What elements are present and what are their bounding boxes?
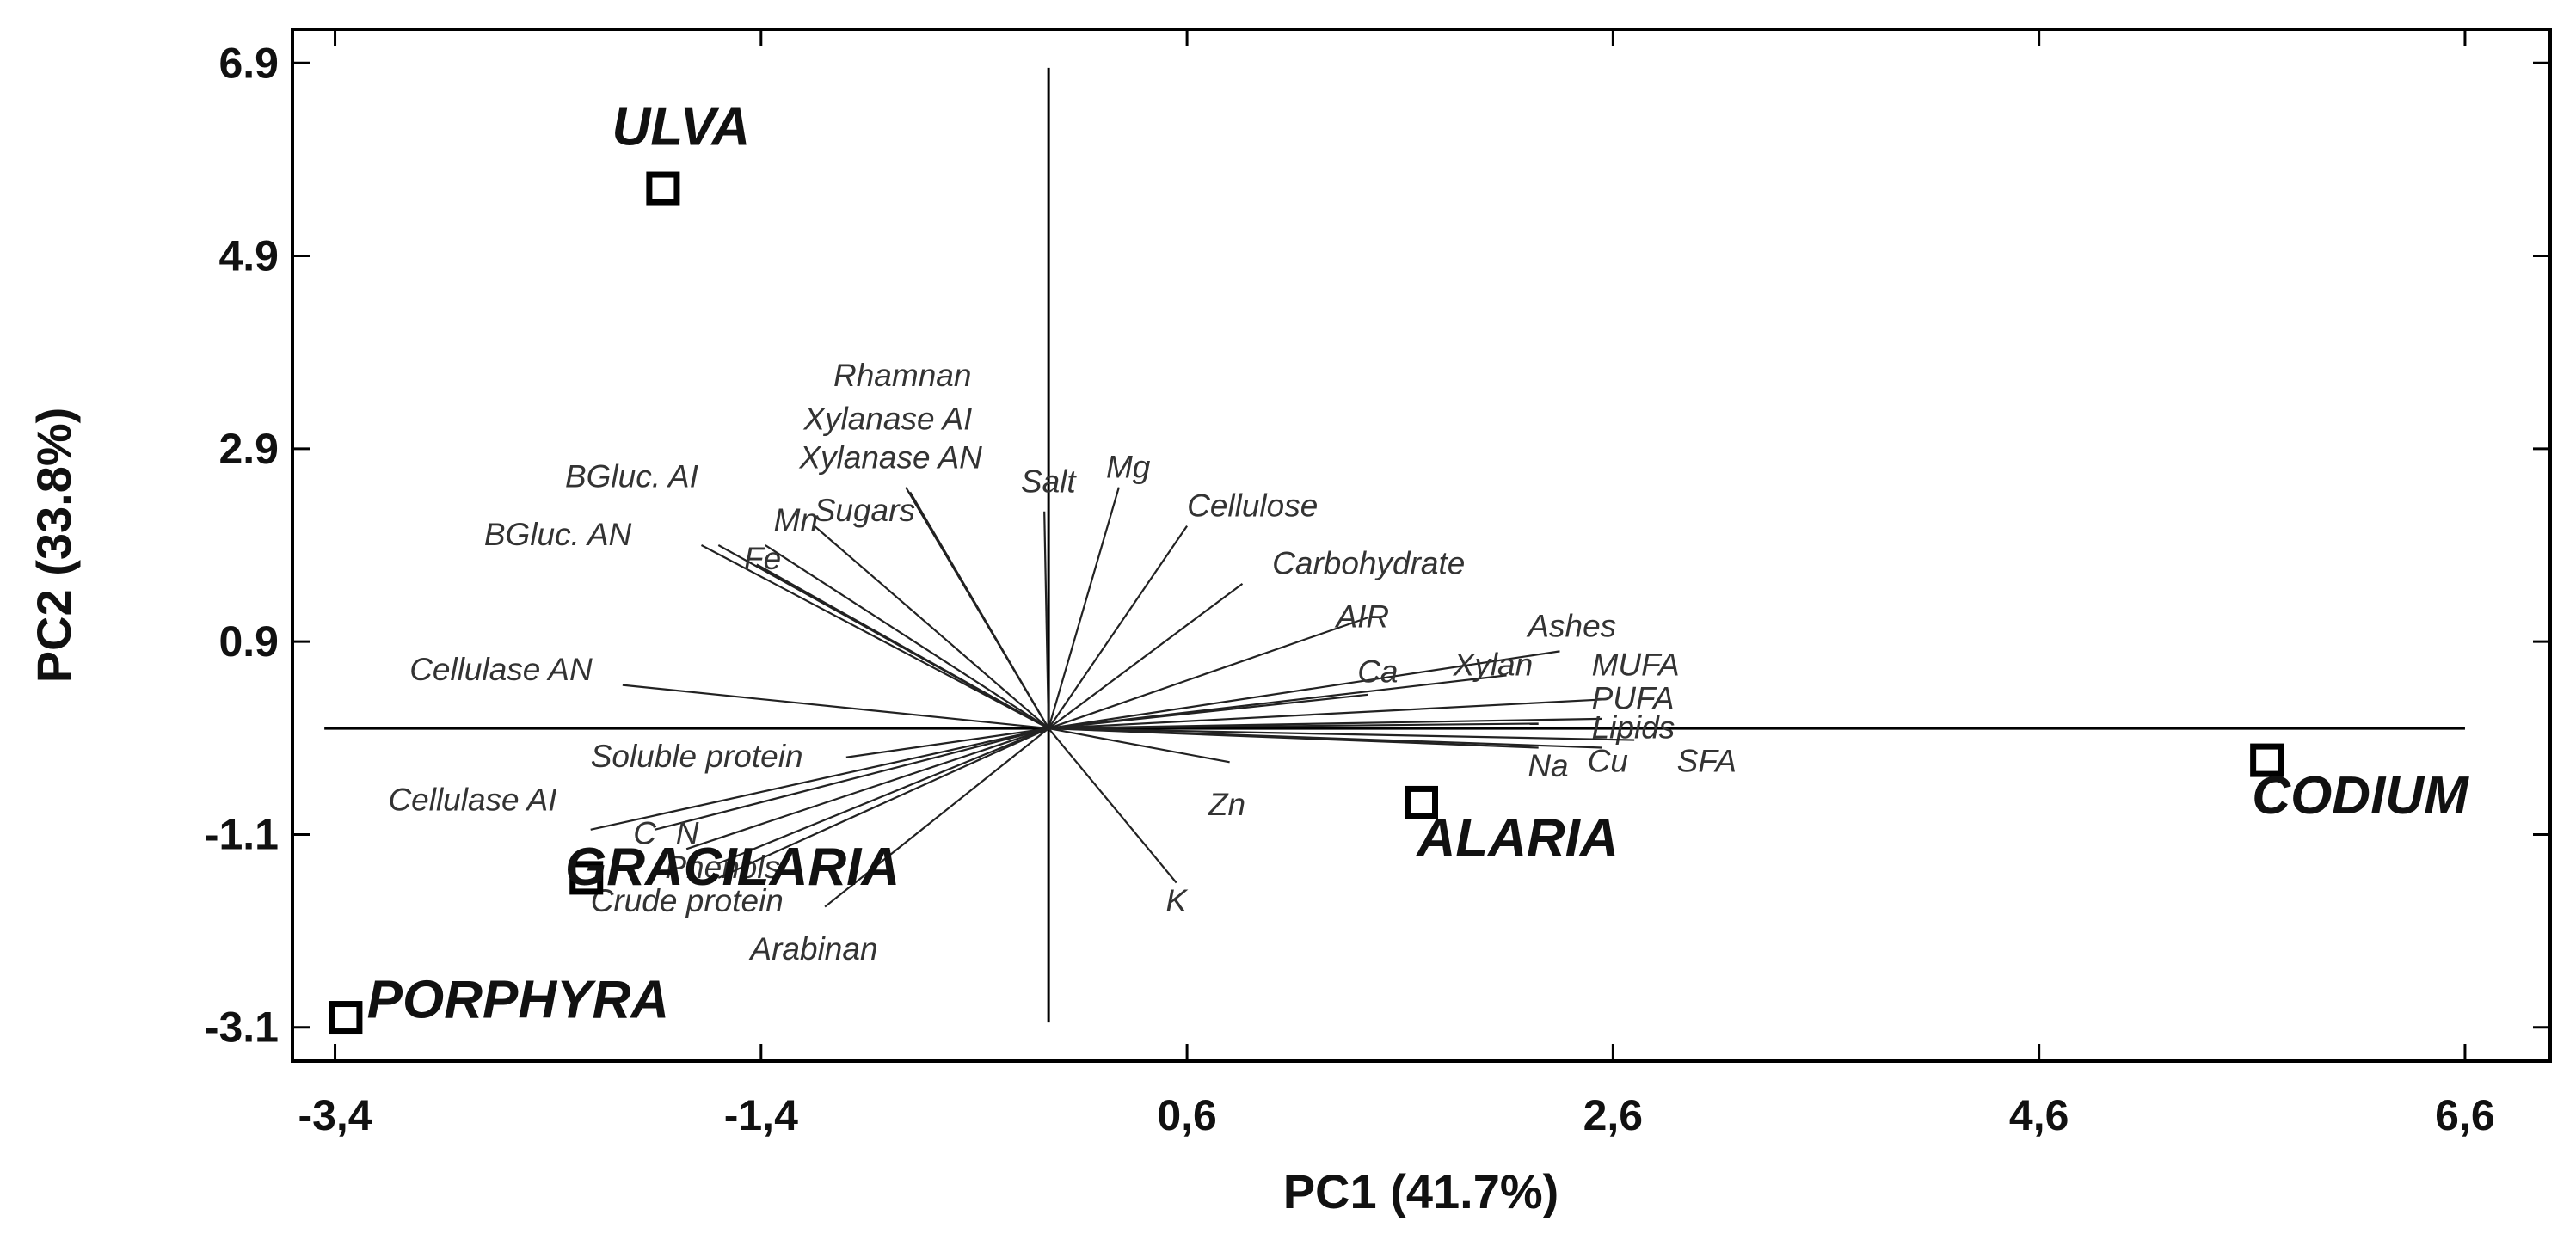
loading-vector [1048, 727, 1177, 884]
loading-label: C [633, 816, 656, 851]
loading-vector [685, 727, 1049, 850]
loading-vector [622, 684, 1049, 730]
loading-label: MUFA [1592, 647, 1680, 682]
y-tick-label: 4.9 [218, 232, 279, 280]
loading-label: Sugars [815, 493, 915, 528]
loading-vector [1048, 487, 1120, 729]
loading-label: Mn [774, 502, 818, 537]
y-axis-ticks: -3.1 -1.1 0.9 2.9 4.9 6.9 [205, 39, 2550, 1052]
loading-vector [1048, 650, 1560, 730]
loading-vector [654, 727, 1049, 831]
x-tick-label: 2,6 [1583, 1091, 1644, 1139]
loading-label: Xylanase AN [798, 439, 982, 475]
sample-marker [2250, 743, 2284, 777]
loading-vector [814, 525, 1049, 729]
sample-label: CODIUM [2252, 766, 2469, 826]
loading-label: Salt [1021, 463, 1077, 499]
loading-label: SFA [1677, 744, 1737, 779]
loading-label: Carbohydrate [1272, 546, 1465, 581]
loading-label: Cellulase AI [388, 782, 556, 817]
y-axis-title: PC2 (33.8%) [27, 408, 81, 684]
sample-label: ALARIA [1416, 808, 1619, 868]
loading-vector [1048, 698, 1603, 730]
plot-frame [291, 28, 2552, 1063]
loading-vector [717, 727, 1049, 879]
loading-vector [1048, 582, 1244, 729]
y-tick-label: 6.9 [218, 39, 279, 87]
loading-vector [1048, 727, 1603, 749]
loading-label: AIR [1334, 598, 1389, 634]
sample-marker [1405, 785, 1438, 819]
x-axis-ticks: -3,4 -1,4 0,6 2,6 4,6 6,6 [298, 29, 2495, 1139]
sample-marker [329, 1001, 363, 1035]
y-tick-label: -3.1 [205, 1004, 279, 1052]
loading-vector [1048, 617, 1368, 730]
sample-marker [646, 171, 680, 206]
x-tick-label: 6,6 [2435, 1091, 2495, 1139]
loading-vector [717, 727, 1049, 865]
loading-vector [700, 544, 1049, 730]
loading-label: Mg [1106, 449, 1151, 484]
loading-vector [845, 727, 1049, 758]
sample-marker [569, 861, 604, 895]
x-tick-label: 4,6 [2009, 1091, 2069, 1139]
loading-label: K [1165, 883, 1189, 918]
loading-vector [913, 500, 1050, 729]
loading-label: Cu [1588, 744, 1628, 779]
loading-label: BGluc. AI [565, 459, 698, 494]
loading-label: Cellulose [1187, 488, 1318, 523]
loading-label: Arabinan [748, 931, 877, 967]
x-tick-label: 0,6 [1157, 1091, 1217, 1139]
loading-label: Ashes [1526, 609, 1616, 644]
sample-points: ULVA GRACILARIA PORPHYRA ALARIA CODIUM [329, 98, 2469, 1035]
sample-label: PORPHYRA [367, 971, 669, 1030]
loading-vector [590, 727, 1049, 831]
loading-label: N [676, 816, 699, 851]
y-tick-label: -1.1 [205, 810, 279, 858]
x-axis-title: PC1 (41.7%) [1283, 1164, 1559, 1218]
sample-label: GRACILARIA [565, 838, 900, 897]
loading-label: Soluble protein [591, 739, 803, 774]
loading-vector [765, 544, 1049, 730]
loading-label: PUFA [1592, 681, 1675, 716]
loading-label: Cellulase AN [409, 652, 593, 687]
loading-label: Crude protein [591, 883, 784, 918]
loading-vector [1043, 511, 1050, 729]
loading-vector [1048, 727, 1230, 764]
loading-label: Fe [744, 541, 781, 576]
loading-label: Na [1528, 748, 1568, 783]
y-tick-label: 0.9 [218, 617, 279, 666]
loading-label: Ca [1357, 654, 1398, 689]
loading-label: Xylan [1453, 647, 1534, 682]
loading-label: Phenols [665, 850, 780, 885]
loading-vector [1048, 525, 1189, 729]
loading-label: Rhamnan [833, 358, 971, 393]
loading-label: Zn [1208, 787, 1245, 822]
loading-label: Xylanase AI [802, 401, 972, 436]
loading-vector [824, 727, 1049, 908]
sample-label: ULVA [612, 98, 750, 157]
x-tick-label: -1,4 [724, 1091, 798, 1139]
loading-vector [1048, 693, 1368, 730]
x-tick-label: -3,4 [298, 1091, 372, 1139]
loading-vector [1048, 722, 1539, 730]
loading-vector [1048, 727, 1635, 741]
y-tick-label: 2.9 [218, 425, 279, 473]
loading-label: BGluc. AN [484, 517, 632, 552]
origin-axes [324, 67, 2465, 1023]
loading-vector [756, 563, 1049, 730]
